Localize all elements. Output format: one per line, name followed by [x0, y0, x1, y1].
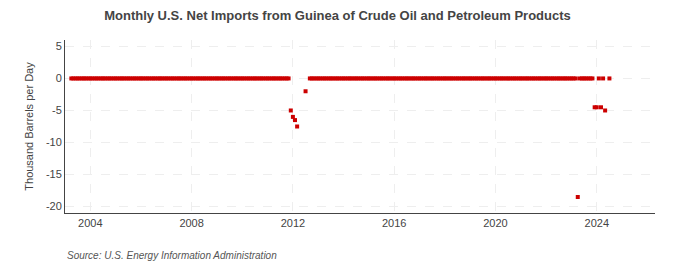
- svg-text:Source: U.S. Energy Informatio: Source: U.S. Energy Information Administ…: [67, 250, 277, 261]
- svg-text:-5: -5: [52, 104, 62, 116]
- svg-text:2020: 2020: [483, 217, 507, 229]
- svg-text:2012: 2012: [281, 217, 305, 229]
- svg-text:2004: 2004: [78, 217, 102, 229]
- svg-text:0: 0: [56, 72, 62, 84]
- svg-text:5: 5: [56, 40, 62, 52]
- svg-text:-15: -15: [46, 168, 62, 180]
- svg-text:-10: -10: [46, 136, 62, 148]
- svg-text:-20: -20: [46, 200, 62, 212]
- svg-text:Thousand Barrels per Day: Thousand Barrels per Day: [23, 62, 35, 191]
- svg-text:2008: 2008: [179, 217, 203, 229]
- svg-text:2016: 2016: [382, 217, 406, 229]
- svg-text:2024: 2024: [585, 217, 609, 229]
- svg-text:Monthly U.S. Net Imports from: Monthly U.S. Net Imports from Guinea of …: [104, 8, 571, 23]
